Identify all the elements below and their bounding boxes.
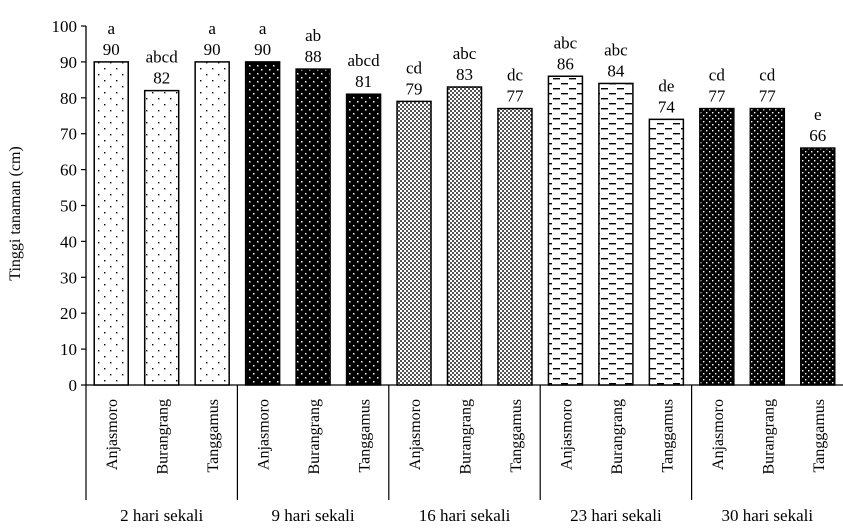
bar-value-label: 66: [809, 126, 826, 145]
y-tick-label: 0: [69, 376, 78, 395]
bar: [648, 118, 685, 386]
y-tick-label: 30: [60, 268, 77, 287]
x-category-label: Anjasmoro: [256, 399, 273, 470]
group-label: 16 hari sekali: [419, 506, 511, 525]
bar-value-label: 90: [204, 40, 221, 59]
y-tick-label: 10: [60, 340, 77, 359]
group-label: 23 hari sekali: [570, 506, 662, 525]
significance-letter: e: [814, 105, 822, 124]
significance-letter: cd: [759, 66, 776, 85]
significance-letter: abc: [604, 40, 628, 59]
bar-value-label: 83: [456, 65, 473, 84]
x-category-label: Burangrang: [609, 399, 626, 475]
significance-letter: abcd: [348, 51, 381, 70]
bar: [295, 68, 331, 386]
group-label: 30 hari sekali: [722, 506, 814, 525]
bar: [749, 107, 786, 386]
bar-value-label: 90: [254, 40, 271, 59]
bar: [244, 61, 281, 386]
significance-letter: ab: [305, 26, 321, 45]
x-category-label: Tanggamus: [508, 399, 525, 473]
bar-value-label: 79: [406, 79, 423, 98]
y-tick-label: 100: [52, 17, 78, 36]
significance-letter: a: [208, 19, 216, 38]
y-tick-label: 50: [60, 197, 77, 216]
bar-value-label: 77: [759, 87, 777, 106]
bar: [497, 107, 533, 386]
x-category-label: Burangrang: [458, 399, 475, 475]
significance-letter: cd: [709, 66, 726, 85]
x-category-label: Anjasmoro: [407, 399, 424, 470]
x-category-label: Tanggamus: [659, 399, 676, 473]
bar: [699, 107, 735, 386]
bar-value-label: 84: [607, 61, 625, 80]
y-tick-label: 40: [60, 232, 77, 251]
x-category-label: Tanggamus: [811, 399, 828, 473]
significance-letter: a: [259, 19, 267, 38]
bar: [446, 86, 483, 386]
x-category-label: Tanggamus: [205, 399, 222, 473]
bar-value-label: 74: [658, 97, 676, 116]
bar: [143, 89, 180, 386]
y-tick-label: 60: [60, 161, 77, 180]
x-category-label: Anjasmoro: [710, 399, 727, 470]
significance-letter: abcd: [146, 48, 179, 67]
group-label: 2 hari sekali: [120, 506, 203, 525]
x-category-label: Burangrang: [155, 399, 172, 475]
y-tick-label: 70: [60, 125, 77, 144]
significance-letter: a: [107, 19, 115, 38]
significance-letter: abc: [554, 33, 578, 52]
bar-value-label: 81: [355, 72, 372, 91]
x-category-label: Tanggamus: [357, 399, 374, 473]
bar: [547, 75, 584, 386]
significance-letter: abc: [453, 44, 477, 63]
bar-value-label: 77: [506, 87, 524, 106]
bar-value-label: 88: [305, 47, 322, 66]
bar: [598, 82, 634, 386]
x-category-label: Burangrang: [306, 399, 323, 475]
y-tick-label: 80: [60, 89, 77, 108]
x-category-label: Anjasmoro: [558, 399, 575, 470]
bar: [93, 61, 129, 386]
significance-letter: de: [658, 76, 674, 95]
bar-value-label: 86: [557, 54, 574, 73]
bar-value-label: 77: [708, 87, 726, 106]
y-tick-label: 90: [60, 53, 77, 72]
bar: [345, 93, 382, 386]
bar-value-label: 90: [103, 40, 120, 59]
significance-letter: cd: [406, 58, 423, 77]
y-axis-title: Tinggi tanaman (cm): [7, 146, 24, 281]
x-category-label: Burangrang: [760, 399, 777, 475]
x-category-label: Anjasmoro: [104, 399, 121, 470]
bar: [194, 61, 230, 386]
y-tick-label: 20: [60, 304, 77, 323]
significance-letter: dc: [507, 66, 524, 85]
group-label: 9 hari sekali: [272, 506, 355, 525]
bar: [396, 100, 432, 386]
bar-value-label: 82: [153, 69, 170, 88]
bar: [800, 147, 836, 386]
